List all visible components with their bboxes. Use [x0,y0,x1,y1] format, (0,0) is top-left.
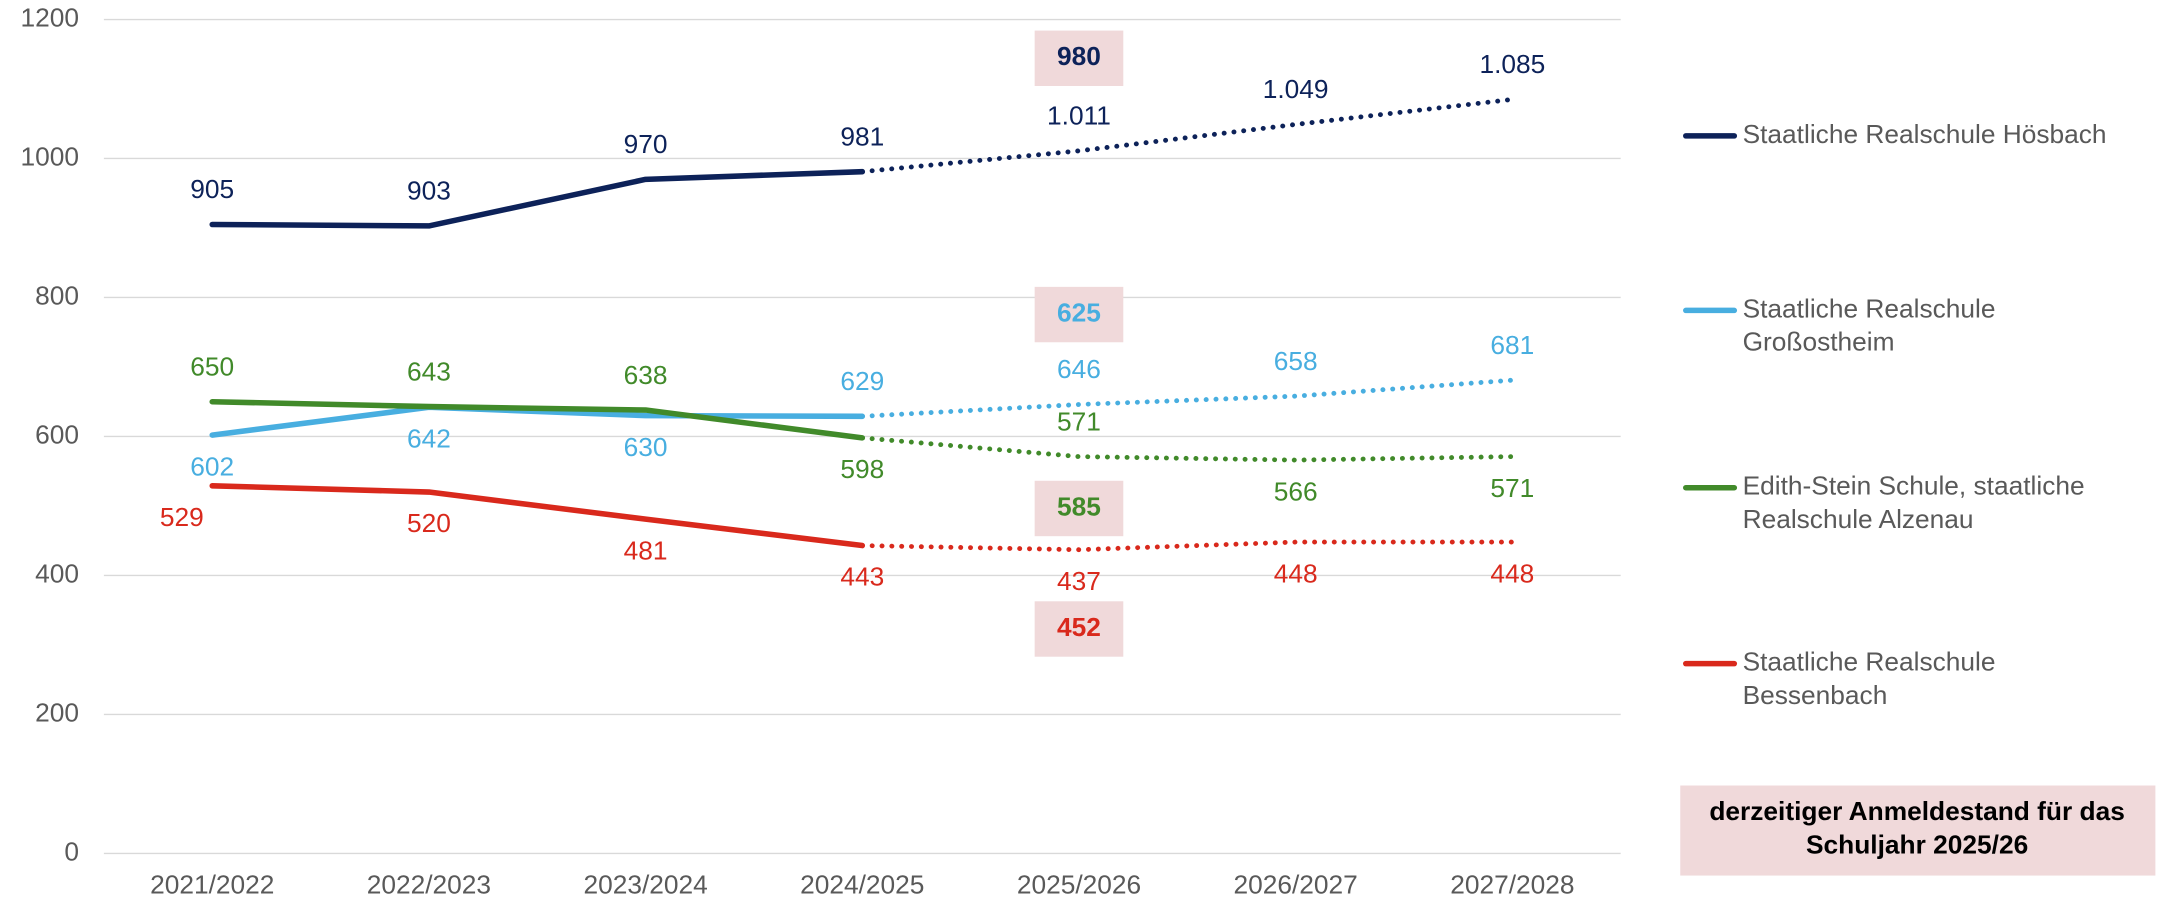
data-label: 638 [624,360,668,390]
forecast-line [859,435,1515,463]
data-label: 970 [624,129,668,159]
data-label: 598 [840,454,884,484]
data-label: 642 [407,423,451,453]
registration-box [1034,601,1124,657]
x-tick-label: 2024/2025 [800,870,924,900]
data-label: 903 [407,176,451,206]
registration-label: 452 [1057,612,1101,642]
series-line [209,404,866,438]
y-tick-label: 0 [64,836,79,866]
legend-label: Staatliche Realschule Großostheim [1743,293,1996,356]
x-tick-label: 2021/2022 [150,870,274,900]
data-label: 629 [840,366,884,396]
forecast-line [859,377,1515,419]
y-tick-label: 200 [35,697,79,727]
legend-label: Edith-Stein Schule, staatliche Realschule… [1743,471,2085,534]
data-label: 571 [1490,473,1534,503]
legend-label: Staatliche Realschule Bessenbach [1743,647,1996,710]
registration-box [1034,30,1124,86]
x-tick-label: 2023/2024 [583,870,707,900]
data-label: 643 [407,356,451,386]
forecast-line [859,96,1515,175]
data-label: 658 [1274,346,1318,376]
forecast-line [859,539,1515,553]
data-label: 443 [840,562,884,592]
data-label: 981 [840,121,884,151]
data-label: 1.049 [1263,74,1329,104]
series-line [209,168,866,229]
data-label: 529 [160,502,204,532]
registration-label: 585 [1057,491,1101,521]
x-tick-label: 2022/2023 [367,870,491,900]
note-box [1680,785,2156,876]
data-label: 630 [624,432,668,462]
x-tick-label: 2026/2027 [1234,870,1358,900]
data-label: 437 [1057,566,1101,596]
legend-label: Staatliche Realschule Hösbach [1743,119,2107,149]
data-label: 566 [1274,476,1318,506]
data-label: 448 [1490,558,1534,588]
series-line [209,483,866,549]
y-tick-label: 800 [35,280,79,310]
data-label: 650 [190,351,234,381]
data-label: 681 [1490,330,1534,360]
data-label: 602 [190,451,234,481]
data-label: 646 [1057,354,1101,384]
x-tick-label: 2027/2028 [1450,870,1574,900]
data-label: 520 [407,508,451,538]
data-label: 448 [1274,558,1318,588]
data-label: 1.085 [1479,49,1545,79]
series-line [209,398,866,441]
y-tick-label: 600 [35,419,79,449]
registration-box [1034,480,1124,537]
data-label: 1.011 [1047,101,1111,131]
registration-label: 980 [1057,41,1101,71]
y-tick-label: 1000 [20,141,79,171]
registration-box [1034,286,1124,343]
note-label: derzeitiger Anmeldestand für das Schuljah… [1709,796,2125,859]
data-label: 481 [624,535,668,565]
data-label: 905 [190,174,234,204]
y-tick-label: 400 [35,558,79,588]
y-tick-label: 1200 [20,2,79,32]
registration-label: 625 [1057,298,1101,328]
x-tick-label: 2025/2026 [1017,870,1141,900]
data-label: 571 [1057,406,1101,436]
